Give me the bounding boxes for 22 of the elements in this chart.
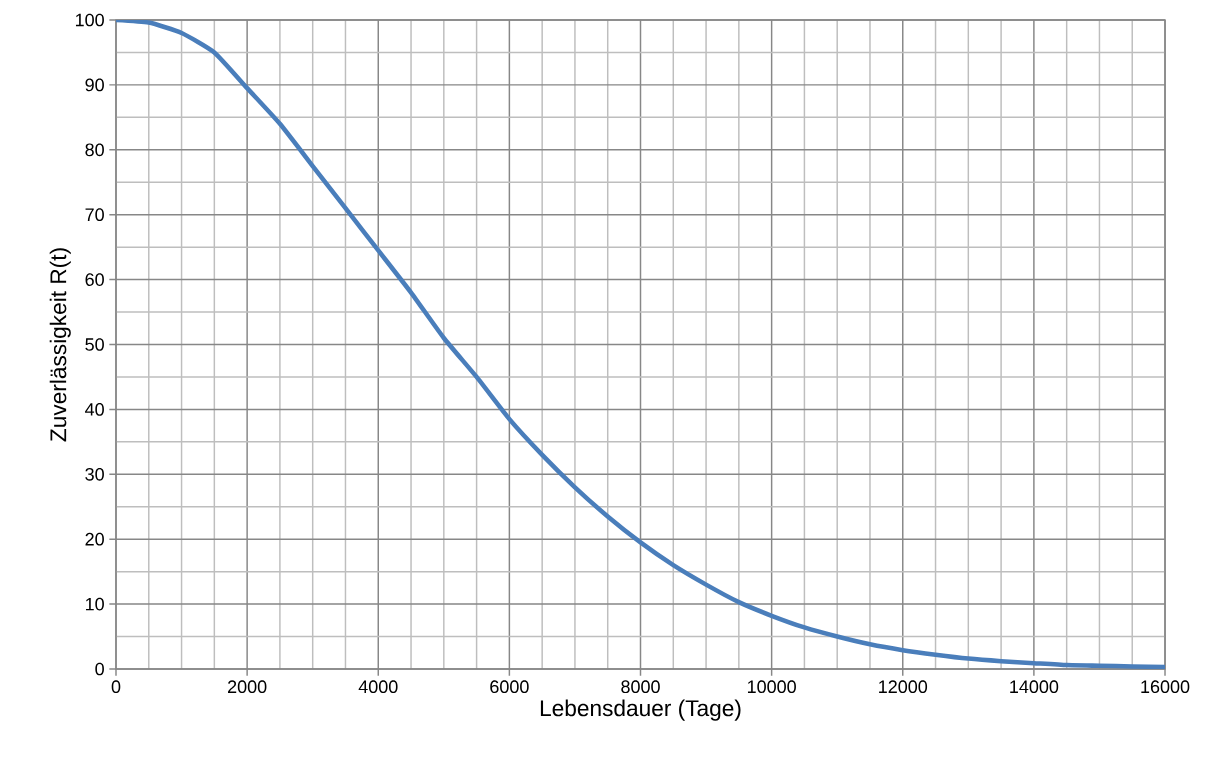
y-tick-label: 20 bbox=[85, 532, 104, 546]
x-tick-label: 4000 bbox=[358, 680, 398, 694]
x-tick-label: 14000 bbox=[1010, 680, 1059, 694]
x-tick-label: 10000 bbox=[747, 680, 796, 694]
y-tick-label: 100 bbox=[75, 13, 104, 27]
y-tick-label: 90 bbox=[85, 78, 104, 92]
y-axis-title: Zuverlässigkeit R(t) bbox=[49, 248, 71, 442]
x-tick-label: 12000 bbox=[879, 680, 928, 694]
x-tick-label: 2000 bbox=[228, 680, 267, 694]
y-tick-label: 80 bbox=[85, 143, 104, 157]
y-tick-label: 60 bbox=[85, 273, 104, 286]
x-tick-label: 6000 bbox=[490, 680, 529, 694]
y-tick-label: 70 bbox=[85, 208, 104, 222]
y-tick-label: 0 bbox=[95, 662, 104, 676]
y-tick-label: 10 bbox=[85, 597, 104, 611]
y-tick-label: 40 bbox=[85, 403, 104, 416]
x-axis-title: Lebensdauer (Tage) bbox=[540, 699, 741, 721]
x-tick-label: 16000 bbox=[1141, 680, 1190, 694]
y-tick-label: 30 bbox=[85, 467, 104, 481]
x-tick-label: 0 bbox=[111, 680, 121, 694]
x-tick-label: 8000 bbox=[621, 680, 660, 694]
y-tick-label: 50 bbox=[85, 338, 104, 351]
